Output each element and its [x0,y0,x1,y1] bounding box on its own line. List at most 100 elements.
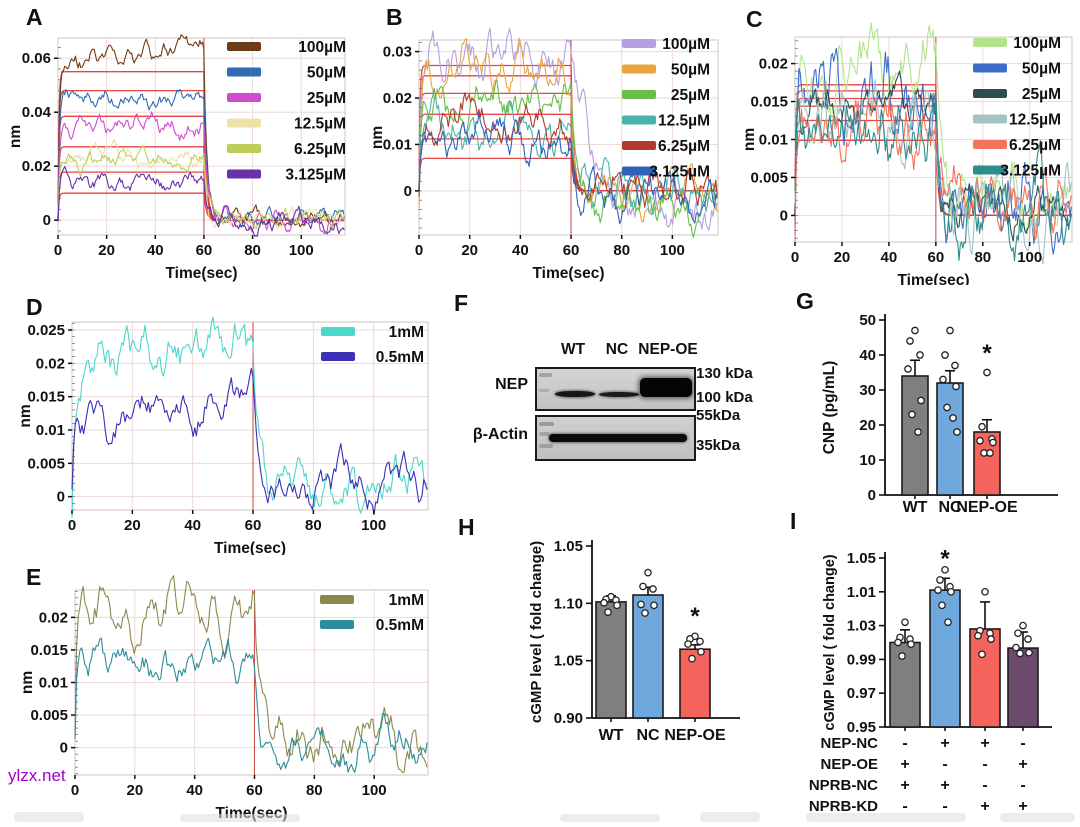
panel-letter-B: B [386,4,403,30]
data-point [943,403,951,412]
svg-text:0.02: 0.02 [36,355,65,372]
legend-swatch [227,93,261,102]
panel-letter-D: D [26,294,43,320]
panel-letter-A: A [26,4,43,30]
data-point [978,422,986,431]
svg-text:0.97: 0.97 [847,685,876,702]
svg-text:1.03: 1.03 [847,618,876,635]
trace-6.25µM [57,145,345,230]
svg-text:10: 10 [859,452,876,469]
panel-a-sensorgram: 0 20 40 60 80 100 0 0.02 0.04 0.06 Time(sec) nm 100µ… [0,0,360,285]
edge-artifact [700,812,760,822]
svg-text:1.05: 1.05 [554,538,583,555]
svg-text:0: 0 [868,487,876,504]
svg-text:nm: nm [17,404,34,427]
edge-artifact [560,814,660,822]
svg-text:0.02: 0.02 [22,158,51,175]
svg-text:0.04: 0.04 [22,104,52,121]
svg-text:0: 0 [68,517,76,534]
data-point [976,436,984,445]
svg-text:0.005: 0.005 [750,169,788,186]
legend-swatch [973,63,1007,73]
trace-6.25µM [418,92,718,208]
ladder-mark [539,389,549,392]
data-point [944,618,952,627]
svg-text:NC: NC [938,499,962,516]
data-point [894,638,902,647]
data-point [941,565,949,574]
panel-D-chart-svg: 0 20 40 60 80 100 0 0.005 0.01 0.015 0.02 0.025 Time… [17,316,429,557]
svg-text:40: 40 [184,517,201,534]
band-actin [549,434,687,442]
data-point [697,647,705,656]
svg-text:25µM: 25µM [307,90,346,107]
svg-text:0.02: 0.02 [383,90,412,107]
svg-text:nm: nm [19,671,36,694]
svg-text:NEP-NC: NEP-NC [820,735,878,752]
svg-text:*: * [982,340,992,367]
trace-12.5µM [794,78,1072,265]
data-point [637,600,645,609]
lane-label: NC [605,341,629,358]
svg-text:80: 80 [613,242,630,259]
legend-swatch [973,89,1007,98]
svg-text:40: 40 [186,782,203,799]
data-point [978,650,986,659]
blot-target-label: NEP [495,376,528,393]
svg-text:80: 80 [974,249,991,266]
edge-artifact [806,813,966,822]
legend-swatch [227,169,261,179]
ladder-mark [539,432,550,436]
data-point [649,585,657,593]
trace-1mM [74,575,428,774]
lane-label: NEP-OE [638,341,698,358]
band-wt [555,391,595,397]
bar [929,589,961,728]
svg-text:6.25µM: 6.25µM [1009,137,1061,154]
svg-text:80: 80 [306,782,323,799]
svg-text:1.01: 1.01 [847,584,876,601]
svg-text:Time(sec): Time(sec) [165,265,237,282]
data-point [983,368,991,377]
bar [901,375,929,496]
panel-e-sensorgram: 02040608010000.0050.010.0150.02Time(sec)… [0,555,440,822]
trace-50µM [418,37,718,223]
svg-text:-: - [1020,777,1025,794]
svg-text:20: 20 [461,242,478,259]
trace-50µM [794,47,1072,255]
data-point [906,337,914,345]
svg-text:80: 80 [305,517,322,534]
data-point [953,428,961,436]
svg-text:+: + [940,735,949,752]
svg-text:0.005: 0.005 [27,455,65,472]
data-point [938,601,946,610]
trace-3.125µM [794,92,1072,262]
svg-text:12.5µM: 12.5µM [294,116,346,133]
trace-12.5µM [418,87,718,216]
svg-text:-: - [982,777,987,794]
panel-i-bar-chart: 1.05 1.01 1.03 0.99 0.97 0.95 * cGMP level ( fo… [790,515,1080,822]
data-point [1016,649,1024,658]
svg-text:1.05: 1.05 [847,550,876,567]
fit-curve [794,139,1072,217]
svg-text:0: 0 [57,489,65,506]
svg-text:0.015: 0.015 [30,642,68,659]
data-point [941,351,949,359]
marker-label: 100 kDa [696,389,753,406]
svg-text:60: 60 [563,242,580,259]
trace-3.125µM [57,165,345,237]
trace-3.125µM [418,112,718,225]
data-point [1024,635,1032,643]
svg-text:1mM: 1mM [389,592,424,609]
data-point [688,654,696,663]
panel-letter-F: F [454,290,469,316]
svg-text:20: 20 [859,417,876,434]
svg-text:3.125µM: 3.125µM [649,164,710,181]
svg-text:WT: WT [599,727,624,744]
svg-text:50: 50 [859,312,876,329]
trace-100µM [57,34,345,228]
data-point [911,326,919,335]
svg-text:60: 60 [245,517,262,534]
svg-text:0.5mM: 0.5mM [376,349,424,366]
band-nep-oe [640,378,692,397]
